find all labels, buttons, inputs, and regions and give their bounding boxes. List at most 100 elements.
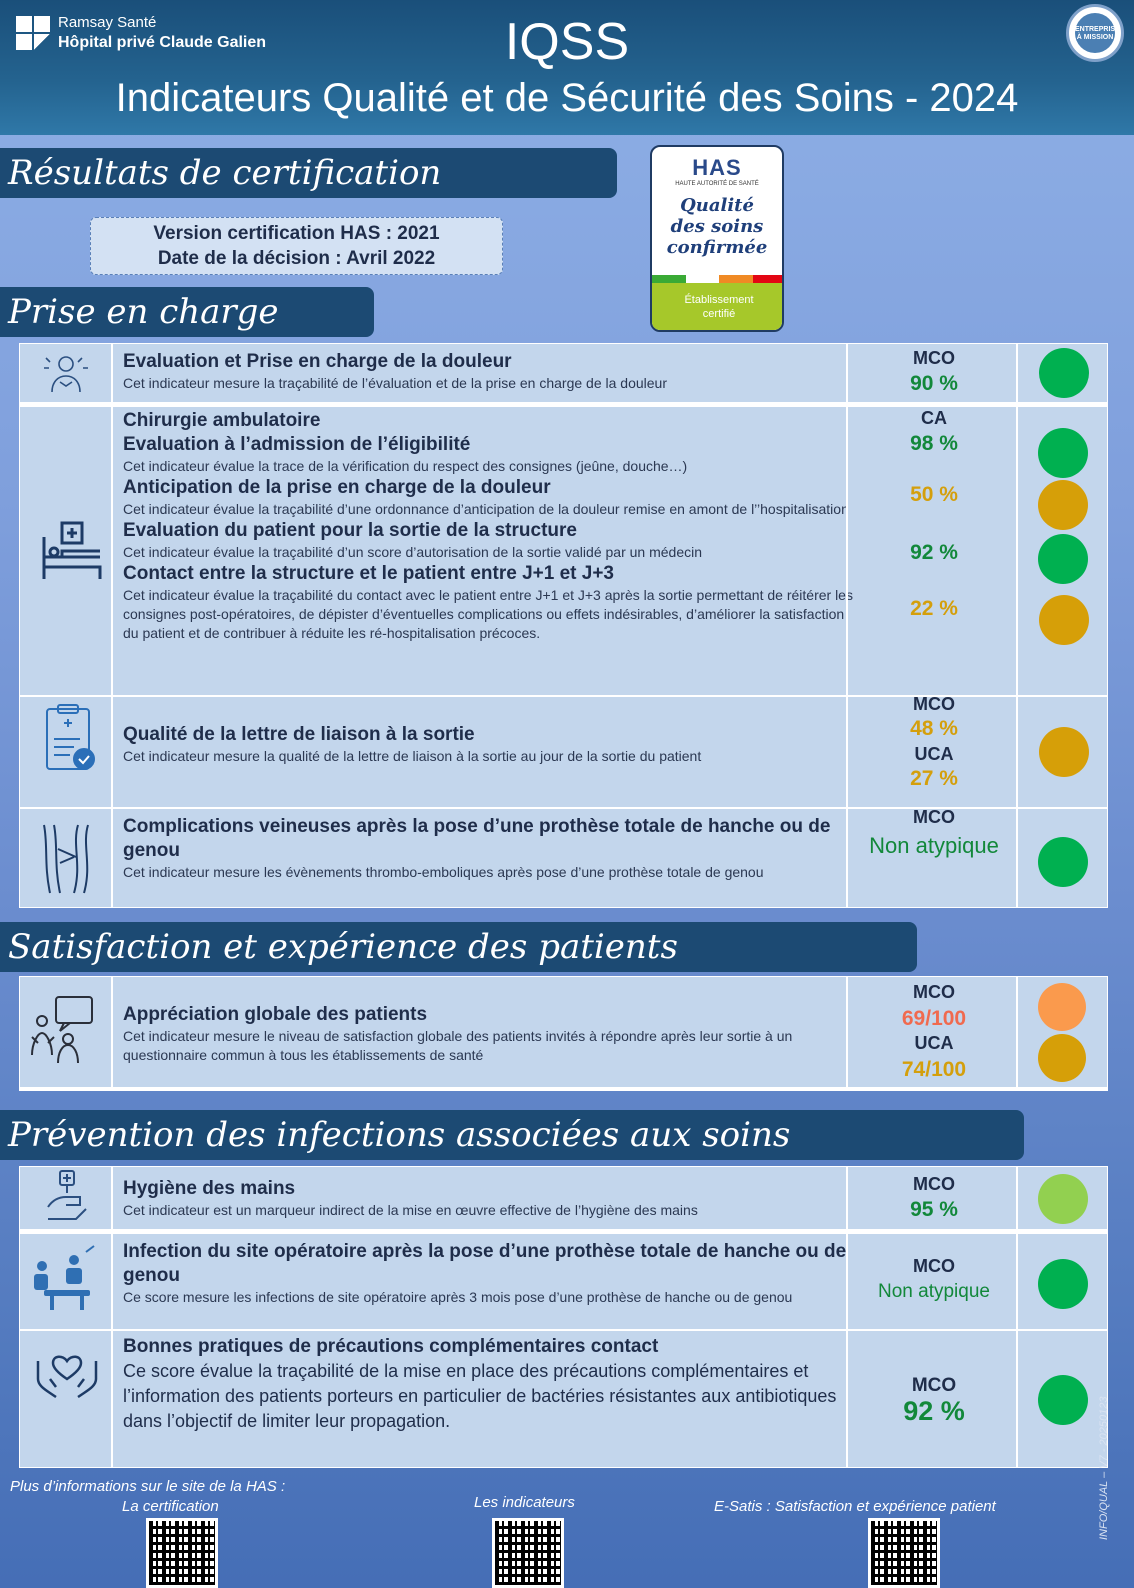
indicator-description-anticipation: Cet indicateur évalue la traçabilité d’u…: [123, 501, 849, 517]
surgery-icon: [20, 1234, 113, 1329]
indicator-row-precautions-contact: Bonnes pratiques de précautions compléme…: [19, 1330, 1108, 1468]
indicator-description: Cet indicateur mesure la qualité de la l…: [123, 748, 702, 764]
link-indicateurs[interactable]: Les indicateurs: [474, 1494, 575, 1511]
indicator-value: 90 %: [910, 372, 958, 395]
status-indicator-green: [1038, 428, 1088, 478]
status-indicator-orange: [1039, 727, 1089, 777]
indicator-description: Ce score mesure les infections de site o…: [123, 1289, 793, 1305]
indicator-title-contact: Contact entre la structure et le patient…: [123, 563, 615, 584]
indicator-scope-label: MCO: [913, 1256, 955, 1276]
header-banner: Ramsay Santé Hôpital privé Claude Galien…: [0, 0, 1134, 135]
has-logo-subtext: HAUTE AUTORITÉ DE SANTÉ: [675, 181, 759, 187]
indicator-value-sortie: 92 %: [910, 541, 958, 564]
mission-badge-label: ENTREPRISE À MISSION: [1075, 13, 1120, 53]
document-reference: INFO/QUAL – V7 - 20250123: [1098, 1396, 1110, 1541]
indicator-value: 92 %: [903, 1396, 965, 1426]
indicator-scope-label: MCO: [913, 348, 955, 368]
indicator-description: Cet indicateur mesure le niveau de satis…: [123, 1028, 793, 1063]
indicator-row-hygiene-mains: Hygiène des mains Cet indicateur est un …: [19, 1166, 1108, 1230]
indicator-value-eligibilite: 98 %: [910, 432, 958, 455]
certification-info-box: Version certification HAS : 2021 Date de…: [90, 217, 503, 275]
ramsay-logo: [16, 16, 50, 50]
indicator-title: Infection du site opératoire après la po…: [123, 1241, 847, 1286]
indicator-description: Cet indicateur est un marqueur indirect …: [123, 1202, 698, 1218]
has-logo-text: HAS: [692, 155, 742, 180]
indicator-description: Ce score évalue la traçabilité de la mis…: [123, 1361, 837, 1431]
indicator-row-infection-site: Infection du site opératoire après la po…: [19, 1233, 1108, 1330]
qr-code-esatis[interactable]: [868, 1518, 940, 1588]
link-esatis[interactable]: E-Satis : Satisfaction et expérience pat…: [714, 1498, 996, 1515]
pain-icon: [20, 344, 113, 402]
indicator-description: Cet indicateur mesure les évènements thr…: [123, 864, 764, 880]
row-divider: [19, 1230, 1108, 1233]
row-divider: [19, 1088, 1108, 1091]
indicator-row-ambulatoire: Chirurgie ambulatoire Evaluation à l’adm…: [19, 406, 1108, 696]
clipboard-check-icon: [20, 697, 113, 807]
indicator-scope-label: CA: [921, 408, 947, 428]
indicator-title: Appréciation globale des patients: [123, 1004, 428, 1025]
heart-hands-icon: [20, 1331, 113, 1467]
has-quality-line3: confirmée: [666, 237, 768, 258]
indicator-title: Complications veineuses après la pose d’…: [123, 816, 831, 861]
indicator-description: Cet indicateur mesure la traçabilité de …: [123, 375, 667, 391]
has-quality-line1: Qualité: [680, 195, 754, 216]
status-indicator-green: [1038, 1259, 1088, 1309]
qr-code-certification[interactable]: [146, 1518, 218, 1588]
brand-name: Ramsay Santé: [58, 14, 157, 31]
indicator-scope-label: MCO: [913, 1174, 955, 1194]
section-title-satisfaction: Satisfaction et expérience des patients: [0, 922, 917, 972]
status-indicator-green: [1038, 1375, 1088, 1425]
status-indicator-light-orange: [1038, 983, 1086, 1031]
indicator-title-sortie: Evaluation du patient pour la sortie de …: [123, 520, 577, 541]
indicator-scope-label-uca: UCA: [914, 1033, 954, 1053]
qr-code-indicateurs[interactable]: [492, 1518, 564, 1588]
veins-icon: [20, 809, 113, 907]
indicator-title-eligibilite: Evaluation à l’admission de l’éligibilit…: [123, 434, 471, 455]
indicator-scope-label: MCO: [913, 807, 955, 827]
indicator-value-mco: 48 %: [910, 717, 958, 740]
indicator-description-contact: Cet indicateur évalue la traçabilité du …: [123, 587, 853, 641]
has-certification-logo: HAS HAUTE AUTORITÉ DE SANTÉ Qualité des …: [650, 145, 784, 332]
indicator-title: Hygiène des mains: [123, 1178, 296, 1199]
hand-hygiene-icon: [20, 1167, 113, 1229]
certification-version: Version certification HAS : 2021: [153, 223, 440, 244]
status-indicator-orange: [1038, 1034, 1086, 1082]
indicator-group-title: Chirurgie ambulatoire: [123, 410, 321, 431]
indicator-row-satisfaction: Appréciation globale des patients Cet in…: [19, 976, 1108, 1088]
indicator-scope-label-uca: UCA: [914, 744, 954, 764]
indicator-title: Bonnes pratiques de précautions compléme…: [123, 1336, 659, 1357]
hospital-name: Hôpital privé Claude Galien: [58, 34, 267, 51]
indicator-row-complications-veineuses: Complications veineuses après la pose d’…: [19, 807, 1108, 908]
indicator-row-lettre-liaison: Qualité de la lettre de liaison à la sor…: [19, 694, 1108, 808]
indicator-value-anticipation: 50 %: [910, 483, 958, 506]
section-title-certification: Résultats de certification: [0, 148, 617, 198]
has-certified-banner: Établissement certifié: [652, 283, 782, 330]
hospital-bed-icon: [20, 407, 113, 695]
section-title-prevention: Prévention des infections associées aux …: [0, 1110, 1024, 1160]
indicator-value: Non atypique: [878, 1281, 990, 1302]
entreprise-mission-badge: ENTREPRISE À MISSION: [1066, 4, 1124, 62]
footer-intro: Plus d’informations sur le site de la HA…: [10, 1478, 286, 1495]
indicator-title-anticipation: Anticipation de la prise en charge de la…: [123, 477, 551, 498]
patient-feedback-icon: [20, 977, 113, 1087]
has-certified-line1: Établissement: [684, 294, 754, 306]
indicator-scope-label: MCO: [911, 1375, 957, 1396]
indicator-value: Non atypique: [869, 833, 999, 858]
status-indicator-green: [1038, 534, 1088, 584]
status-indicator-green: [1039, 348, 1089, 398]
status-indicator-orange: [1039, 595, 1089, 645]
link-certification[interactable]: La certification: [122, 1498, 219, 1515]
has-certified-line2: certifié: [702, 308, 736, 320]
indicator-value-uca: 74/100: [901, 1058, 967, 1081]
indicator-value-uca: 27 %: [910, 767, 958, 790]
status-indicator-light-green: [1038, 1174, 1088, 1224]
indicator-scope-label-mco: MCO: [913, 694, 955, 714]
has-quality-text: Qualité des soins confirmée: [652, 195, 782, 258]
certification-decision-date: Date de la décision : Avril 2022: [157, 248, 436, 269]
status-indicator-green: [1038, 837, 1088, 887]
indicator-value: 95 %: [910, 1198, 958, 1221]
indicator-scope-label-mco: MCO: [913, 982, 955, 1002]
indicator-title: Evaluation et Prise en charge de la doul…: [123, 351, 512, 372]
status-indicator-orange: [1038, 480, 1088, 530]
indicator-value-contact: 22 %: [910, 597, 958, 620]
